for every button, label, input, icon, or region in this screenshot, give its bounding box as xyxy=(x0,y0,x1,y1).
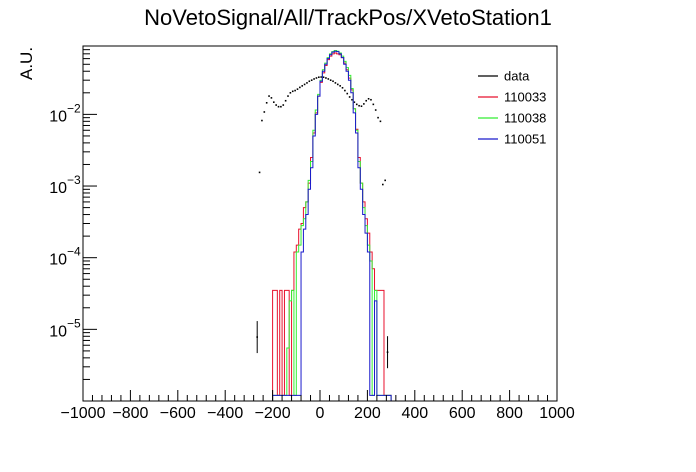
series-layer xyxy=(256,49,392,401)
series-line-110051 xyxy=(272,50,392,401)
y-axis-label: A.U. xyxy=(17,47,36,80)
legend-label-110051: 110051 xyxy=(504,132,546,147)
data-point xyxy=(301,85,304,87)
data-point xyxy=(289,92,292,94)
x-tick-label: 600 xyxy=(449,405,476,422)
y-tick-exponent: −4 xyxy=(67,245,81,259)
data-point xyxy=(327,78,330,80)
data-point xyxy=(320,76,322,78)
x-tick-label: −1000 xyxy=(61,405,106,422)
data-point xyxy=(360,105,363,108)
data-point xyxy=(329,79,332,81)
y-tick-label: 10 xyxy=(49,108,67,125)
data-point xyxy=(336,83,339,86)
series-markers-data xyxy=(256,76,389,369)
data-point xyxy=(318,76,320,79)
data-point xyxy=(263,111,266,113)
data-point xyxy=(384,179,386,182)
x-tick-label: 200 xyxy=(354,405,381,422)
data-point xyxy=(372,103,375,106)
y-tick-exponent: −3 xyxy=(67,173,81,187)
data-point xyxy=(310,79,313,81)
legend: data 110033 110038 110051 xyxy=(478,69,546,147)
data-point xyxy=(299,86,301,89)
legend-label-110038: 110038 xyxy=(504,111,546,126)
chart-title: NoVetoSignal/All/TrackPos/XVetoStation1 xyxy=(144,5,552,30)
data-point xyxy=(284,99,287,102)
data-point xyxy=(351,98,353,101)
data-point xyxy=(358,104,360,107)
data-point xyxy=(365,99,368,102)
y-tick-label: 10 xyxy=(49,323,67,340)
x-tick-label: −400 xyxy=(207,405,243,422)
legend-label-data: data xyxy=(504,69,530,84)
data-point xyxy=(272,101,275,103)
data-point xyxy=(296,88,299,90)
data-point xyxy=(265,102,268,104)
data-point xyxy=(374,109,377,111)
x-tick-label: 0 xyxy=(316,405,325,422)
data-point xyxy=(306,82,308,84)
y-tick-label: 10 xyxy=(49,252,67,269)
data-point xyxy=(303,83,306,86)
data-point xyxy=(277,105,280,108)
x-tick-label: −200 xyxy=(255,405,291,422)
x-tick-label: 400 xyxy=(401,405,428,422)
data-point xyxy=(313,78,315,80)
data-point xyxy=(291,90,294,93)
data-point xyxy=(341,86,344,89)
data-point xyxy=(268,95,270,97)
data-point xyxy=(315,77,318,79)
axes: −1000 −800 −600 −400 −200 0 200 400 600 800 1000 10… xyxy=(49,45,575,422)
data-point xyxy=(379,120,382,123)
x-tick-label: −600 xyxy=(160,405,196,422)
data-point xyxy=(370,98,372,101)
data-point xyxy=(363,103,365,105)
data-point xyxy=(339,85,341,87)
legend-label-110033: 110033 xyxy=(504,90,546,105)
data-point xyxy=(344,89,346,92)
data-point xyxy=(322,76,325,79)
data-point xyxy=(348,96,351,98)
data-point xyxy=(377,116,379,119)
data-point xyxy=(287,95,289,97)
data-point xyxy=(270,97,273,99)
y-tick-label: 10 xyxy=(49,180,67,197)
data-point xyxy=(325,77,327,79)
data-point xyxy=(294,89,296,92)
y-tick-exponent: −2 xyxy=(67,101,81,115)
data-point xyxy=(367,97,370,100)
x-tick-label: 1000 xyxy=(539,405,575,422)
data-point xyxy=(308,80,311,83)
data-point xyxy=(355,103,358,106)
data-point xyxy=(346,92,349,95)
data-point xyxy=(282,104,285,106)
data-point xyxy=(382,183,384,186)
data-point xyxy=(353,101,356,103)
data-point xyxy=(258,171,261,174)
data-point xyxy=(334,82,337,84)
x-tick-label: −800 xyxy=(112,405,148,422)
data-point xyxy=(332,80,334,83)
data-point xyxy=(275,104,277,106)
x-tick-label: 800 xyxy=(496,405,523,422)
data-point xyxy=(280,105,282,108)
y-tick-exponent: −5 xyxy=(67,316,81,330)
data-point xyxy=(261,119,263,122)
